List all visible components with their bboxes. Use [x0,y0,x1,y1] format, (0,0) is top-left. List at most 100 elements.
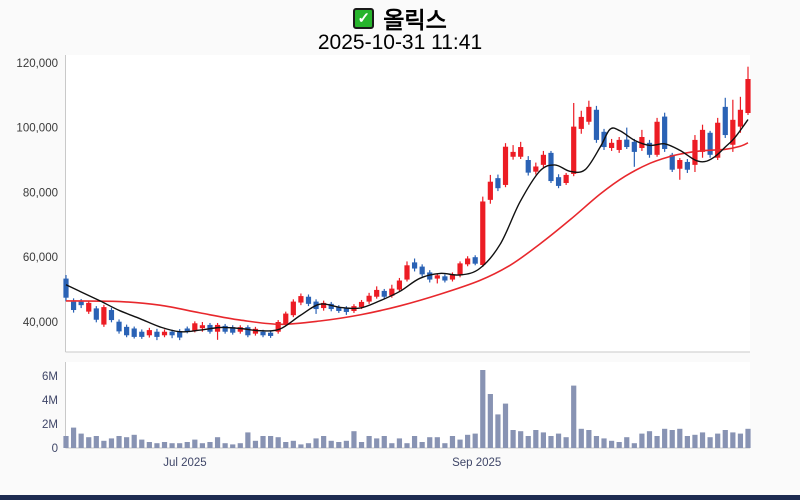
volume-bar [533,430,539,448]
volume-bar [154,443,160,448]
volume-bar [70,427,77,448]
candlestick [230,327,236,333]
volume-bar [108,438,115,448]
candlestick [578,116,584,129]
volume-bar [252,440,259,448]
candlestick [669,154,675,170]
volume-bar [404,443,410,448]
volume-bar [480,370,486,448]
candlestick [260,331,266,336]
candlestick [518,147,524,157]
volume-bar [563,437,569,448]
volume-bar [396,438,403,448]
volume-bar [699,432,706,448]
volume-bar [199,443,205,448]
candlestick [108,310,115,321]
volume-bar [457,439,463,448]
volume-bar [366,436,372,448]
volume-bar [548,436,554,448]
candlestick [662,116,668,149]
volume-bar [555,433,562,448]
volume-bar [139,439,145,448]
symbol-checkbox[interactable]: ✓ [353,7,375,29]
volume-bar [381,436,387,448]
volume-bar [184,442,190,448]
chart-header: ✓ 올릭스 [0,4,800,33]
volume-bar [669,430,675,448]
candlestick [154,331,160,337]
candlestick [480,201,486,265]
candlestick [411,262,418,269]
volume-bar [124,437,130,448]
candlestick [745,79,751,114]
candlestick [692,139,698,165]
candlestick [93,308,99,320]
candlestick [533,166,539,172]
candlestick [427,272,433,280]
volume-bar [631,443,637,448]
ma-long-line [65,142,749,326]
candlestick [730,119,736,145]
candlestick [63,278,69,298]
candlestick [245,327,251,336]
candlestick [366,295,372,302]
y-axis-label: 120,000 [16,58,58,70]
candlestick [571,126,577,174]
candlestick [237,327,243,332]
volume-bar [737,433,744,448]
candlestick [419,266,425,275]
volume-bar [495,414,501,448]
candlestick [192,323,198,332]
volume-plot-area[interactable] [65,362,751,448]
candlestick [465,258,471,265]
volume-bar [336,442,342,448]
volume-bar [411,436,418,448]
price-plot-area[interactable] [65,55,751,352]
volume-bar [305,443,312,448]
volume-bar [290,440,296,448]
volume-bar [207,442,213,448]
candlestick [593,109,600,140]
volume-bar [646,431,653,448]
candlestick [336,307,342,311]
volume-bar [624,437,630,448]
candlestick [161,331,168,336]
candlestick [684,161,690,170]
candlestick [184,328,190,332]
candlestick [389,288,395,296]
volume-bar [677,428,683,448]
volume-bar [684,436,690,448]
candlestick [555,177,562,186]
candlestick [404,265,410,280]
volume-bar [593,436,600,448]
volume-bar [63,436,69,448]
candlestick [737,109,744,127]
y-axis-label: 40,000 [23,317,58,329]
volume-bar [601,438,607,448]
volume-bar [298,444,304,448]
volume-bar [313,438,319,448]
volume-bar [609,440,615,448]
volume-bar [222,443,228,448]
candlestick [715,122,721,158]
candlestick [639,136,645,149]
candlestick [321,302,327,309]
candlestick [298,296,304,303]
volume-bar [116,436,122,448]
candlestick [525,160,531,173]
candlestick [449,274,456,280]
candlestick [305,296,312,304]
candlestick [722,106,728,136]
candlestick [707,132,713,155]
candlestick [624,139,630,148]
ma-short-line [65,119,749,333]
chart-timestamp: 2025-10-31 11:41 [317,31,483,54]
bottom-bar [0,495,800,500]
candlestick [328,303,334,310]
candlestick [199,325,205,329]
volume-bar [745,428,751,448]
volume-bar [146,442,152,448]
candlestick [177,331,183,338]
candlestick [502,146,509,185]
volume-bar [472,433,478,448]
